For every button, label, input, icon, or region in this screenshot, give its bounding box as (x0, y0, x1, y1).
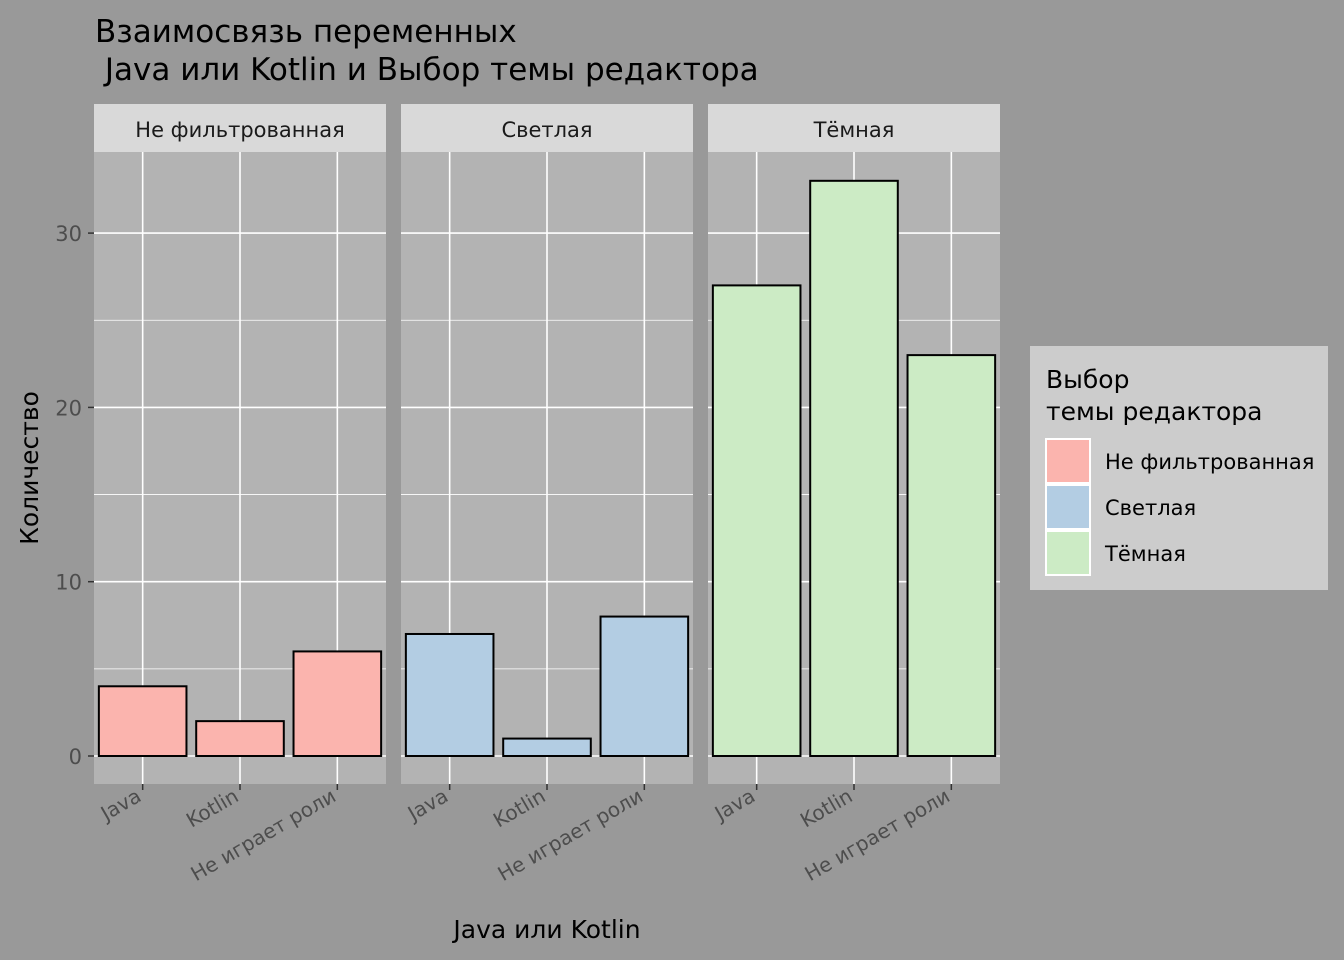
legend-key-swatch (1047, 532, 1089, 574)
facet-strip-label: Светлая (501, 118, 592, 142)
bar (292, 650, 383, 757)
bar (97, 685, 188, 758)
y-tick-label: 30 (55, 222, 82, 246)
legend-key-swatch (1047, 486, 1089, 528)
bar (906, 354, 997, 757)
facet-strip-label: Тёмная (813, 118, 895, 142)
chart-title-line-1: Взаимосвязь переменных (95, 14, 517, 50)
legend-key-swatch (1047, 440, 1089, 482)
y-axis-label: Количество (15, 391, 44, 545)
legend: Выбор темы редактора Не фильтрованная Све… (1030, 346, 1328, 590)
x-axis-label: Java или Kotlin (451, 915, 640, 944)
y-tick-label: 0 (69, 745, 82, 769)
legend-title-line-1: Выбор (1046, 365, 1129, 394)
bar (599, 615, 690, 757)
y-axis: 0 10 20 30 (55, 222, 94, 769)
y-tick-label: 10 (55, 571, 82, 595)
bar (404, 632, 495, 757)
legend-item-label: Светлая (1105, 496, 1196, 520)
bar (195, 720, 285, 758)
legend-title-line-2: темы редактора (1046, 397, 1263, 426)
legend-item-label: Тёмная (1104, 542, 1186, 566)
facet-strip (708, 104, 1000, 152)
chart-title-line-2: Java или Kotlin и Выбор темы редактора (95, 52, 759, 88)
legend-item-label: Не фильтрованная (1105, 450, 1314, 474)
facet-strip-label: Не фильтрованная (135, 118, 344, 142)
bar (711, 284, 802, 757)
bar (502, 737, 592, 758)
y-tick-label: 20 (55, 396, 82, 420)
bar (809, 179, 899, 757)
facet-strip (94, 104, 386, 152)
facet-strip (401, 104, 693, 152)
